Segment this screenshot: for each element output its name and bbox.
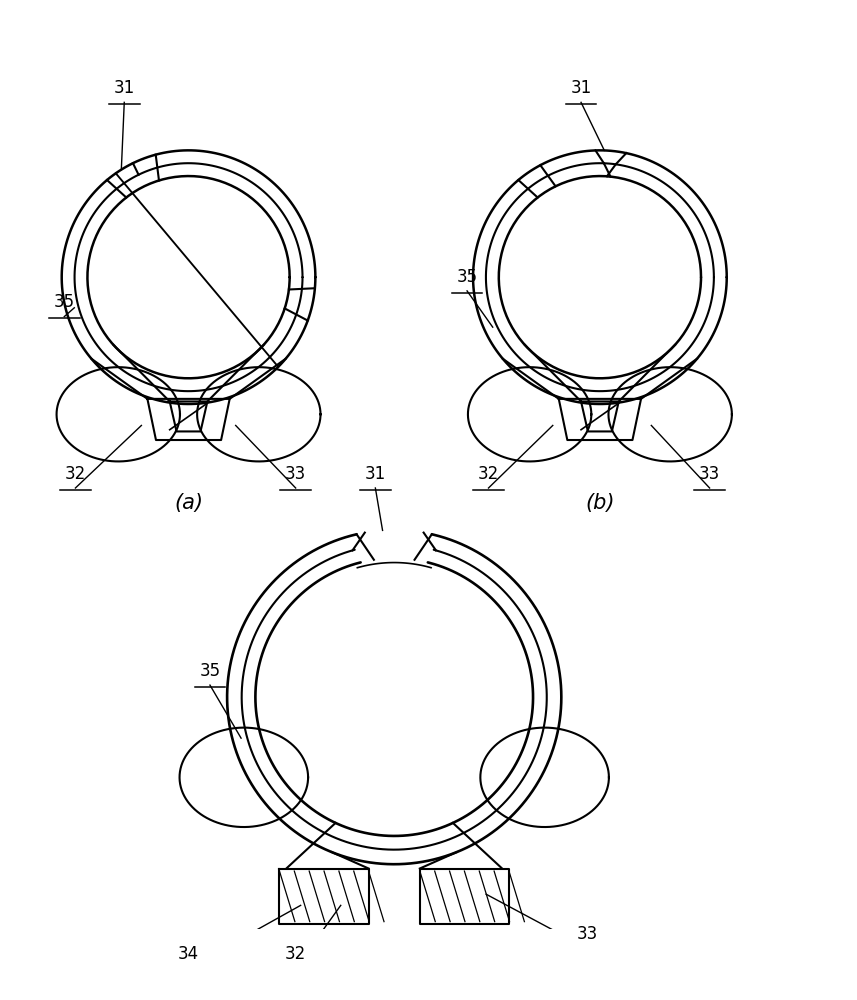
Text: 31: 31	[114, 79, 135, 97]
Text: 32: 32	[478, 465, 499, 483]
Text: 32: 32	[285, 945, 306, 963]
Text: 33: 33	[577, 925, 597, 943]
Text: 31: 31	[571, 79, 591, 97]
Text: (a): (a)	[174, 493, 203, 513]
Text: 35: 35	[457, 268, 477, 286]
Text: 35: 35	[54, 293, 75, 311]
Text: 33: 33	[285, 465, 306, 483]
Text: 31: 31	[365, 465, 386, 483]
Text: 35: 35	[200, 662, 220, 680]
Text: 32: 32	[65, 465, 86, 483]
Text: 34: 34	[178, 945, 199, 963]
Text: (b): (b)	[585, 493, 614, 513]
Text: 33: 33	[699, 465, 720, 483]
